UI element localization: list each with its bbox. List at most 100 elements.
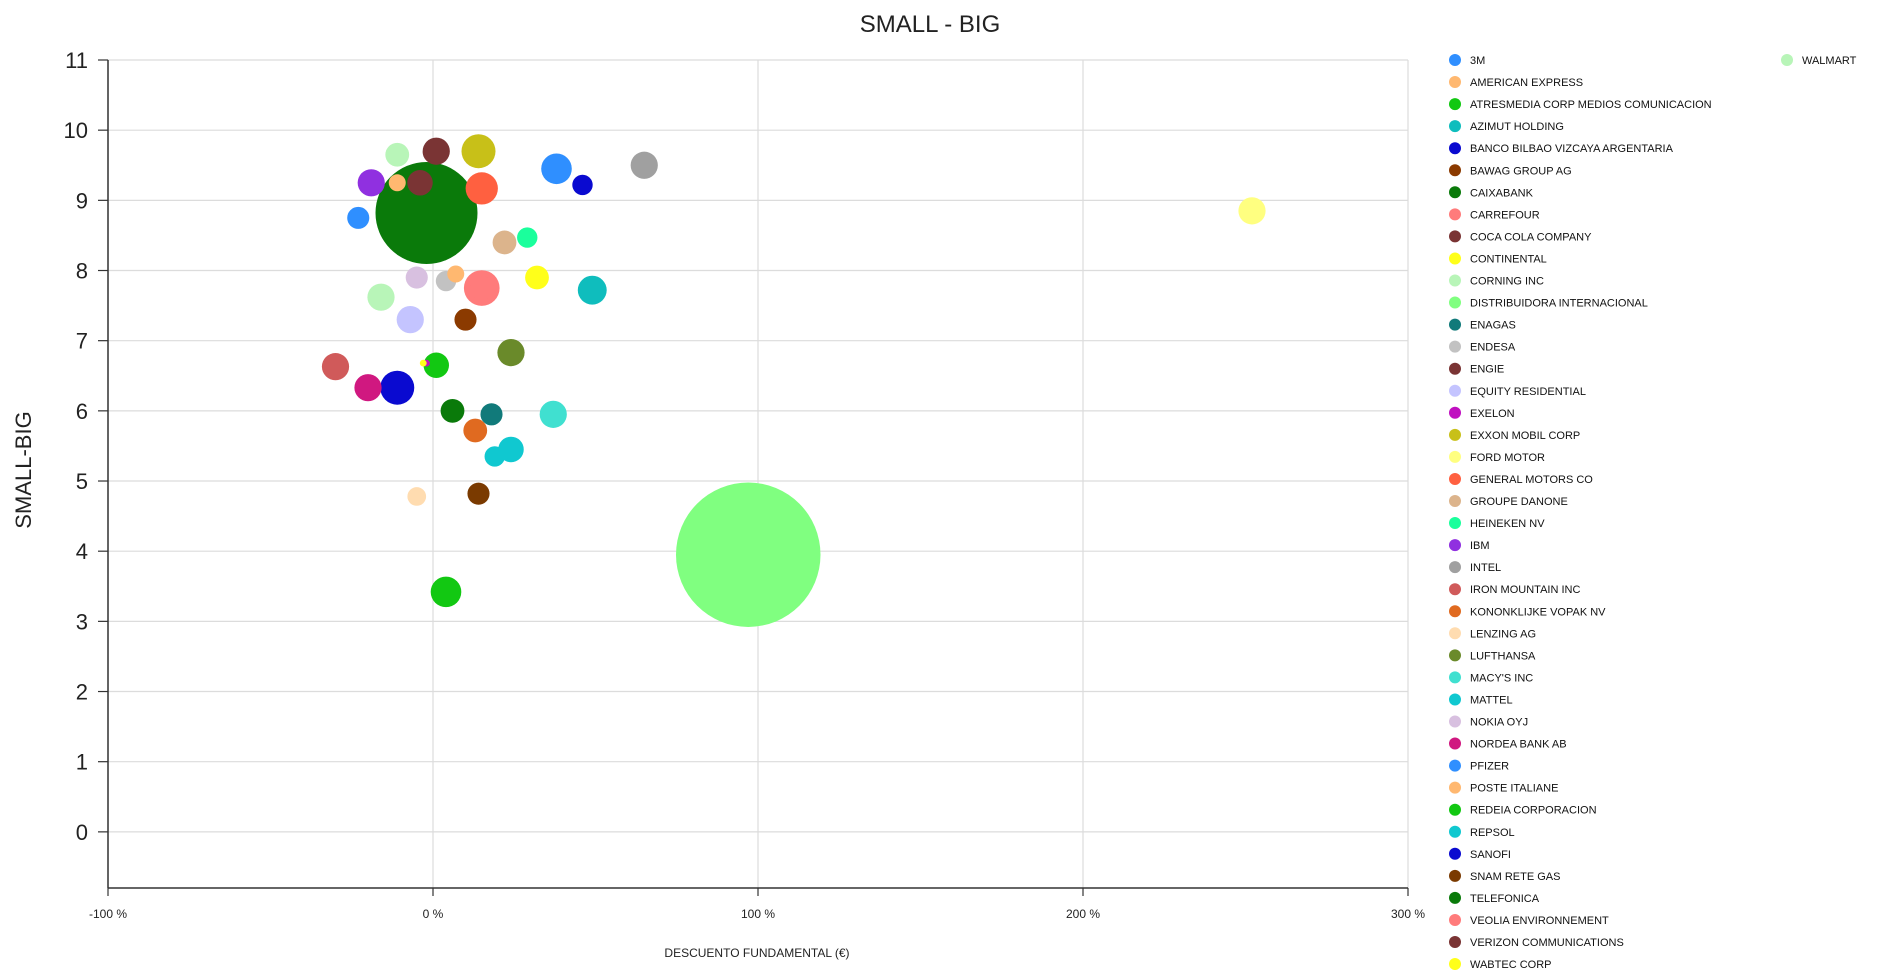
legend-item[interactable]: FORD MOTOR	[1449, 450, 1545, 464]
bubble-3m[interactable]	[347, 206, 370, 229]
legend-item[interactable]: INTEL	[1449, 561, 1501, 574]
legend-item[interactable]: DISTRIBUIDORA INTERNACIONAL	[1449, 296, 1648, 310]
legend-marker	[1449, 627, 1461, 640]
bubble-enagas[interactable]	[480, 403, 503, 426]
legend-marker	[1449, 671, 1461, 684]
legend-marker	[1449, 825, 1461, 838]
legend-marker	[1449, 98, 1461, 111]
legend-label: REDEIA CORPORACION	[1470, 805, 1597, 817]
legend-item[interactable]: POSTE ITALIANE	[1449, 781, 1558, 795]
legend-item[interactable]: CAIXABANK	[1449, 186, 1534, 199]
legend-label: EXELON	[1470, 408, 1515, 420]
legend-marker	[1449, 208, 1461, 221]
legend-item[interactable]: BAWAG GROUP AG	[1449, 164, 1572, 177]
bubble-macy-s-inc[interactable]	[539, 400, 567, 428]
bubble-lufthansa[interactable]	[497, 339, 525, 367]
legend-item[interactable]: ENGIE	[1449, 362, 1504, 376]
y-tick-label: 7	[76, 329, 88, 354]
legend-item[interactable]: IRON MOUNTAIN INC	[1449, 583, 1580, 596]
bubble-nokia-oyj[interactable]	[405, 266, 428, 289]
bubble-verizon-communications[interactable]	[422, 142, 444, 163]
tick-labels: 0 1 2 3 4 5 6 7 8 9 10 11 -100 % 0 % 100 % 200 % 300 %	[64, 48, 1426, 921]
bubble-walmart[interactable]	[367, 283, 395, 311]
legend-item[interactable]: NORDEA BANK AB	[1449, 737, 1567, 751]
bubble-ibm[interactable]	[357, 169, 385, 197]
legend-item[interactable]: LUFTHANSA	[1449, 649, 1536, 662]
legend-label: EQUITY RESIDENTIAL	[1470, 386, 1586, 398]
bubble-iron-mountain-inc[interactable]	[321, 353, 350, 381]
bubble-ford-motor[interactable]	[1238, 197, 1266, 225]
legend-item[interactable]: BANCO BILBAO VIZCAYA ARGENTARIA	[1449, 142, 1674, 155]
bubble-snam-rete-gas[interactable]	[467, 482, 490, 505]
bubble-pfizer[interactable]	[541, 153, 572, 185]
bubble-corning-inc[interactable]	[385, 142, 410, 167]
legend-item[interactable]: ATRESMEDIA CORP MEDIOS COMUNICACION	[1449, 98, 1712, 111]
bubble-veolia-environnement[interactable]	[469, 276, 494, 300]
legend-item[interactable]: CORNING INC	[1449, 274, 1544, 288]
bubble-wabtec-corp[interactable]	[419, 359, 427, 367]
legend-item[interactable]: KONONKLIJKE VOPAK NV	[1449, 605, 1606, 618]
legend-item[interactable]: LENZING AG	[1449, 627, 1536, 640]
legend-item[interactable]: GROUPE DANONE	[1449, 495, 1568, 508]
bubble-nordea-bank-ab[interactable]	[354, 374, 382, 402]
legend-item[interactable]: CARREFOUR	[1449, 208, 1540, 221]
bubble-sanofi[interactable]	[380, 370, 415, 405]
legend-item[interactable]: EQUITY RESIDENTIAL	[1449, 384, 1586, 398]
bubble-repsol[interactable]	[484, 446, 505, 467]
legend-item[interactable]: COCA COLA COMPANY	[1449, 230, 1592, 243]
legend-item[interactable]: TELEFONICA	[1449, 891, 1540, 905]
bubble-redeia-corporacion[interactable]	[430, 576, 462, 608]
bubble-atresmedia-corp-medios-comunicacion[interactable]	[423, 352, 450, 378]
bubble-general-motors-co[interactable]	[465, 172, 498, 205]
bubble-distribuidora-internacional[interactable]	[676, 482, 821, 627]
bubble-lenzing-ag[interactable]	[407, 487, 427, 506]
bubble-american-express[interactable]	[388, 174, 406, 192]
legend-item[interactable]: WALMART	[1781, 54, 1857, 67]
bubble-continental[interactable]	[525, 265, 549, 290]
legend-item[interactable]: REPSOL	[1449, 825, 1515, 839]
legend-item[interactable]: VERIZON COMMUNICATIONS	[1449, 936, 1624, 949]
legend-item[interactable]: SANOFI	[1449, 847, 1511, 861]
bubble-intel[interactable]	[630, 151, 658, 179]
legend-marker	[1449, 186, 1461, 199]
legend-item[interactable]: AMERICAN EXPRESS	[1449, 76, 1583, 89]
y-tick-label: 5	[76, 469, 88, 494]
legend-item[interactable]: IBM	[1449, 539, 1490, 552]
legend-item[interactable]: REDEIA CORPORACION	[1449, 803, 1597, 817]
bubble-telefonica[interactable]	[440, 398, 465, 423]
bubble-banco-bilbao-vizcaya-argentaria[interactable]	[572, 174, 593, 196]
legend-item[interactable]: 3M	[1449, 54, 1485, 67]
legend-item[interactable]: ENDESA	[1449, 340, 1516, 354]
legend-item[interactable]: CONTINENTAL	[1449, 252, 1547, 265]
legend-item[interactable]: HEINEKEN NV	[1449, 517, 1545, 530]
legend-item[interactable]: ENAGAS	[1449, 318, 1516, 332]
legend-marker	[1449, 472, 1461, 485]
bubble-engie[interactable]	[407, 170, 433, 196]
legend-label: SNAM RETE GAS	[1470, 871, 1560, 883]
legend-item[interactable]: MATTEL	[1449, 693, 1513, 706]
legend-label: AZIMUT HOLDING	[1470, 121, 1564, 133]
bubble-azimut-holding[interactable]	[577, 275, 607, 305]
legend-marker	[1449, 539, 1461, 552]
legend-item[interactable]: PFIZER	[1449, 759, 1509, 773]
bubble-equity-residential[interactable]	[396, 306, 424, 334]
legend-item[interactable]: SNAM RETE GAS	[1449, 869, 1560, 883]
legend-item[interactable]: EXXON MOBIL CORP	[1449, 428, 1580, 442]
bubble-exxon-mobil-corp[interactable]	[461, 134, 496, 169]
legend-item[interactable]: MACY'S INC	[1449, 671, 1533, 684]
bubble-bawag-group-ag[interactable]	[454, 308, 477, 331]
bubble-heineken-nv[interactable]	[517, 227, 538, 248]
y-tick-label: 1	[76, 750, 88, 775]
legend-item[interactable]: AZIMUT HOLDING	[1449, 120, 1564, 133]
legend-item[interactable]: GENERAL MOTORS CO	[1449, 472, 1593, 486]
legend-label: KONONKLIJKE VOPAK NV	[1470, 606, 1606, 618]
legend-item[interactable]: WABTEC CORP	[1449, 958, 1552, 970]
bubble-poste-italiane[interactable]	[447, 265, 465, 283]
legend-item[interactable]: EXELON	[1449, 406, 1515, 420]
legend-label: WABTEC CORP	[1470, 959, 1552, 970]
bubble-kononklijke-vopak-nv[interactable]	[463, 418, 488, 443]
legend-item[interactable]: NOKIA OYJ	[1449, 715, 1528, 729]
bubble-groupe-danone[interactable]	[492, 230, 517, 255]
legend-item[interactable]: VEOLIA ENVIRONNEMENT	[1449, 913, 1609, 927]
